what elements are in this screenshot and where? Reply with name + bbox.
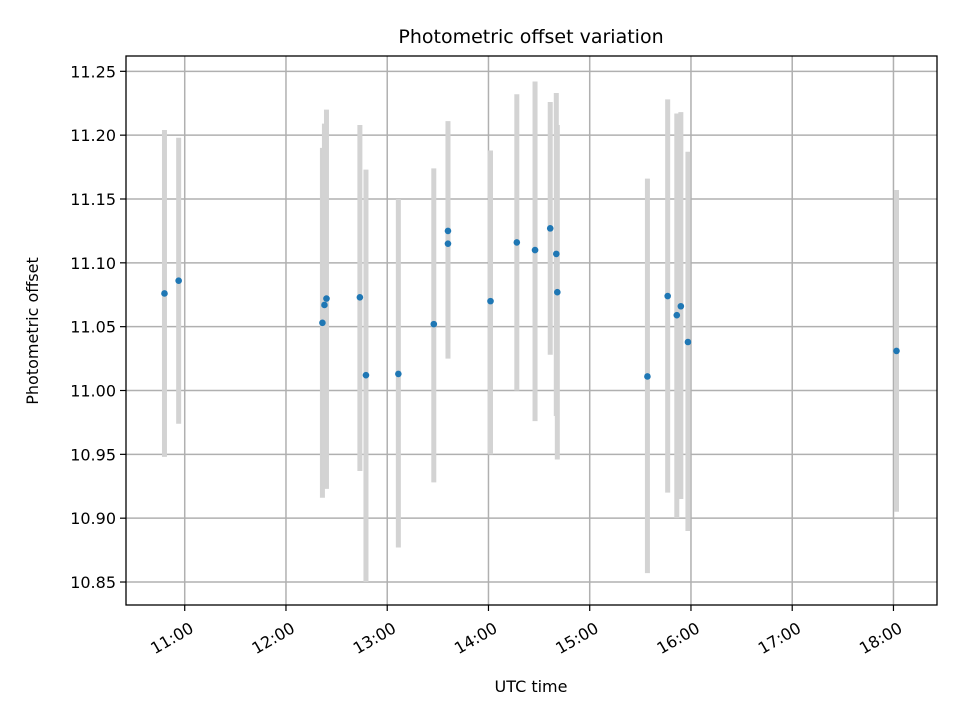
plot-frame [125,55,938,606]
data-point [673,311,681,319]
y-axis-label: Photometric offset [23,257,42,405]
data-point [323,295,330,302]
chart-title: Photometric offset variation [398,26,663,48]
y-tick-label: 11.20 [70,126,116,145]
data-point [321,301,328,309]
y-tick-label: 11.25 [70,62,116,81]
data-point [664,292,671,300]
y-tick-label: 10.85 [70,573,116,592]
data-point [175,277,182,285]
data-points [161,225,900,380]
y-tick-label: 11.10 [70,254,116,273]
data-point [444,227,452,235]
data-point [487,297,494,305]
data-point [444,240,452,247]
data-point [319,319,326,327]
data-point [546,225,554,232]
data-point [553,250,560,258]
data-point [554,288,561,296]
y-tick-label: 11.00 [70,382,116,401]
y-tick-label: 11.15 [70,190,116,209]
data-point [362,371,370,379]
data-point [430,320,438,328]
grid [126,56,937,605]
x-axis-label: UTC time [495,677,568,696]
data-point [356,294,364,301]
data-point [644,373,651,380]
data-point [684,338,692,346]
data-point [531,246,539,254]
y-tick-label: 10.95 [70,445,116,464]
y-tick-label: 10.90 [70,509,116,528]
y-tick-label: 11.05 [70,318,116,337]
data-point [677,302,685,310]
data-point [161,290,168,297]
data-point [513,239,521,246]
data-point [395,370,402,378]
data-point [893,347,900,355]
y-axis: 10.85 10.90 10.95 11.00 11.05 11.10 11.15 11.20… [70,62,126,592]
